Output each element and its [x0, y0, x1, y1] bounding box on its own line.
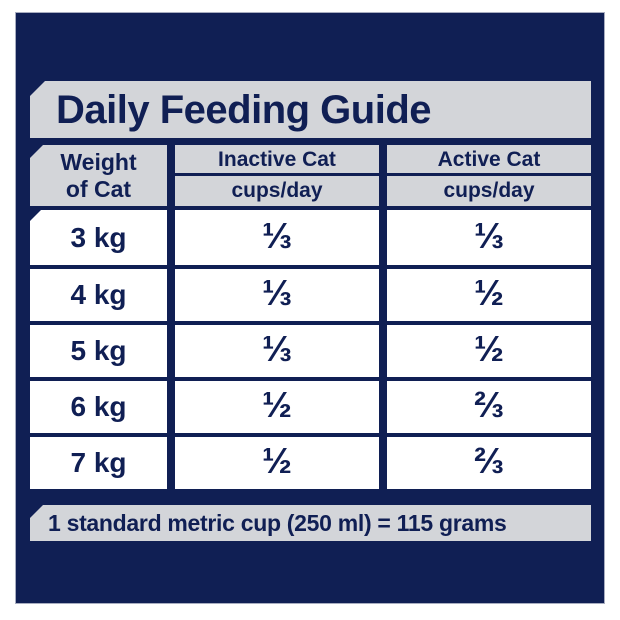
inactive-value: ⅓: [261, 214, 293, 256]
inactive-value: ⅓: [261, 272, 293, 313]
weight-header-line2: of Cat: [65, 175, 132, 202]
active-cat-header-cell: Active Cat cups/day: [387, 145, 591, 206]
inactive-cat-header-cell: Inactive Cat cups/day: [175, 145, 379, 206]
inactive-value: ⅓: [261, 328, 293, 369]
inactive-value-cell: ⅓: [175, 210, 379, 265]
inactive-value-cell: ½: [175, 437, 379, 489]
feeding-table: Weight of Cat Inactive Cat cups/day Acti…: [30, 145, 591, 489]
feeding-guide-panel: Daily Feeding Guide Weight of Cat Inacti…: [15, 12, 605, 604]
active-value: ⅔: [473, 440, 505, 481]
weight-header-line1: Weight: [60, 148, 137, 175]
active-value-cell: ½: [387, 269, 591, 321]
weight-cell: 6 kg: [30, 381, 167, 433]
inactive-value: ½: [261, 440, 293, 481]
active-value: ½: [473, 328, 505, 369]
weight-cell: 7 kg: [30, 437, 167, 489]
active-value-cell: ⅔: [387, 381, 591, 433]
inactive-value-cell: ⅓: [175, 325, 379, 377]
active-value-cell: ½: [387, 325, 591, 377]
weight-cell: 3 kg: [30, 210, 167, 265]
footer-note-banner: 1 standard metric cup (250 ml) = 115 gra…: [30, 505, 591, 541]
inactive-value: ½: [261, 384, 293, 425]
active-value-cell: ⅓: [387, 210, 591, 265]
weight-header-cell: Weight of Cat: [30, 145, 167, 206]
inactive-value-cell: ⅓: [175, 269, 379, 321]
footer-note: 1 standard metric cup (250 ml) = 115 gra…: [48, 509, 507, 536]
weight-cell: 4 kg: [30, 269, 167, 321]
title-banner: Daily Feeding Guide: [30, 81, 591, 138]
active-value-cell: ⅔: [387, 437, 591, 489]
active-value: ½: [473, 272, 505, 313]
active-value: ⅓: [473, 214, 505, 256]
active-value: ⅔: [473, 384, 505, 425]
active-cat-label: Active Cat: [437, 148, 541, 171]
inactive-cat-label: Inactive Cat: [218, 148, 336, 171]
weight-cell: 5 kg: [30, 325, 167, 377]
page-title: Daily Feeding Guide: [56, 87, 432, 132]
header-divider: [387, 173, 591, 176]
active-cat-unit: cups/day: [443, 179, 535, 202]
inactive-cat-unit: cups/day: [231, 179, 323, 202]
header-divider: [175, 173, 379, 176]
inactive-value-cell: ½: [175, 381, 379, 433]
